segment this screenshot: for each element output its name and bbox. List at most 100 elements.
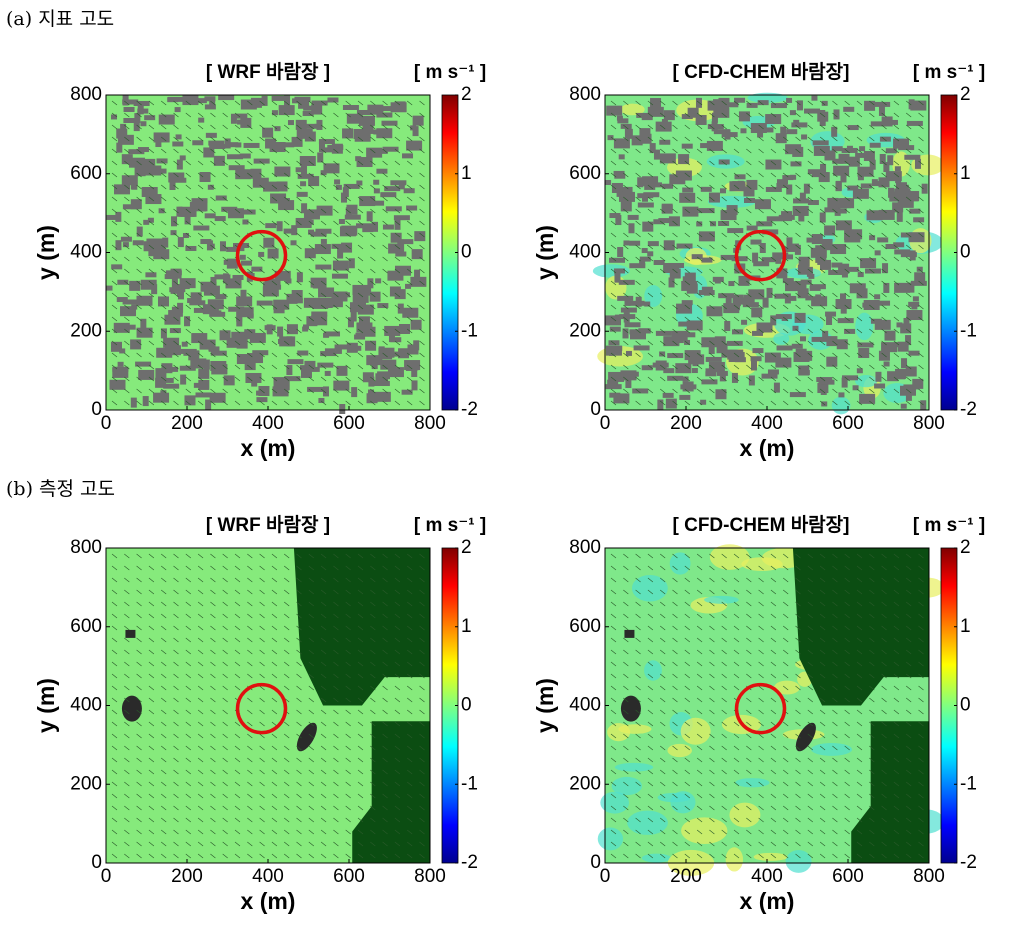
wind-vector <box>795 745 801 751</box>
building <box>164 274 176 280</box>
building <box>120 236 132 242</box>
building <box>753 261 770 267</box>
wind-vector <box>210 781 216 787</box>
wind-vector <box>419 565 425 571</box>
wind-vector <box>881 112 887 118</box>
y-tick-label: 400 <box>70 695 102 716</box>
building <box>708 343 715 354</box>
building <box>911 304 918 310</box>
wind-vector <box>111 100 118 106</box>
building <box>775 357 792 368</box>
wind-vector <box>721 649 727 655</box>
field-patch <box>592 264 630 278</box>
building <box>214 216 226 222</box>
building <box>835 299 852 310</box>
wind-vector <box>394 673 401 679</box>
wind-vector <box>660 136 666 142</box>
wind-vector <box>869 136 875 142</box>
wind-vector <box>795 721 801 727</box>
building <box>663 240 675 251</box>
building <box>847 185 859 191</box>
wind-vector <box>161 124 167 130</box>
wind-vector <box>918 637 924 643</box>
wind-vector <box>197 853 204 859</box>
building <box>811 172 828 178</box>
building <box>117 361 124 367</box>
wind-vector <box>635 352 641 358</box>
wind-vector <box>770 781 777 787</box>
wind-vector <box>419 100 425 106</box>
building <box>316 205 333 216</box>
wind-vector <box>893 733 900 739</box>
wind-vector <box>610 661 617 667</box>
wind-vector <box>271 172 278 178</box>
building <box>770 315 777 326</box>
wind-vector <box>856 553 863 559</box>
x-tick-label: 200 <box>670 413 702 434</box>
wind-vector <box>345 613 351 619</box>
wind-vector <box>148 268 155 274</box>
wind-vector <box>721 661 727 667</box>
wind-vector <box>696 184 703 190</box>
wind-vector <box>623 400 629 406</box>
wind-vector <box>746 208 752 214</box>
wind-vector <box>247 565 253 571</box>
building <box>728 205 735 216</box>
colorbar-tick-label: 0 <box>461 695 472 716</box>
wind-vector <box>111 613 118 619</box>
wind-vector <box>832 745 838 751</box>
wind-vector <box>259 136 265 142</box>
wind-vector <box>185 733 191 739</box>
wind-vector <box>783 292 789 298</box>
wind-vector <box>610 589 617 595</box>
building <box>338 292 350 298</box>
building <box>297 173 314 179</box>
wind-vector <box>345 316 351 322</box>
building <box>780 126 787 137</box>
building <box>729 305 741 311</box>
building <box>792 325 799 331</box>
building <box>296 272 303 283</box>
wind-vector <box>635 256 641 262</box>
building <box>906 120 923 126</box>
wind-vector <box>856 697 863 703</box>
wind-vector <box>795 268 801 274</box>
field <box>592 92 945 415</box>
wind-vector <box>783 376 789 382</box>
wind-vector <box>881 244 887 250</box>
wind-vector <box>284 757 290 763</box>
building <box>249 332 266 343</box>
building <box>832 158 844 164</box>
wind-vector <box>197 100 204 106</box>
building <box>145 272 157 278</box>
wind-vector <box>210 256 216 262</box>
wind-vector <box>758 136 764 142</box>
wind-vector <box>407 637 413 643</box>
wind-vector <box>271 340 278 346</box>
wind-vector <box>783 853 789 859</box>
wind-vector <box>610 376 617 382</box>
wind-vector <box>296 352 302 358</box>
field-patch <box>644 285 663 307</box>
building <box>705 368 717 374</box>
building <box>842 266 859 272</box>
wind-vector <box>419 160 425 166</box>
building <box>817 259 829 265</box>
wind-vector <box>893 100 900 106</box>
building <box>182 95 199 106</box>
building <box>209 100 216 106</box>
wind-vector <box>770 709 777 715</box>
wind-vector <box>721 577 727 583</box>
wind-vector <box>185 781 191 787</box>
wind-vector <box>684 316 690 322</box>
wind-vector <box>832 757 838 763</box>
wind-vector <box>832 292 838 298</box>
building <box>155 368 167 379</box>
wind-vector <box>296 376 302 382</box>
wind-vector <box>844 793 850 799</box>
wind-vector <box>284 577 290 583</box>
building <box>406 205 418 211</box>
wind-vector <box>197 304 204 310</box>
wind-vector <box>869 697 875 703</box>
wind-vector <box>136 304 142 310</box>
